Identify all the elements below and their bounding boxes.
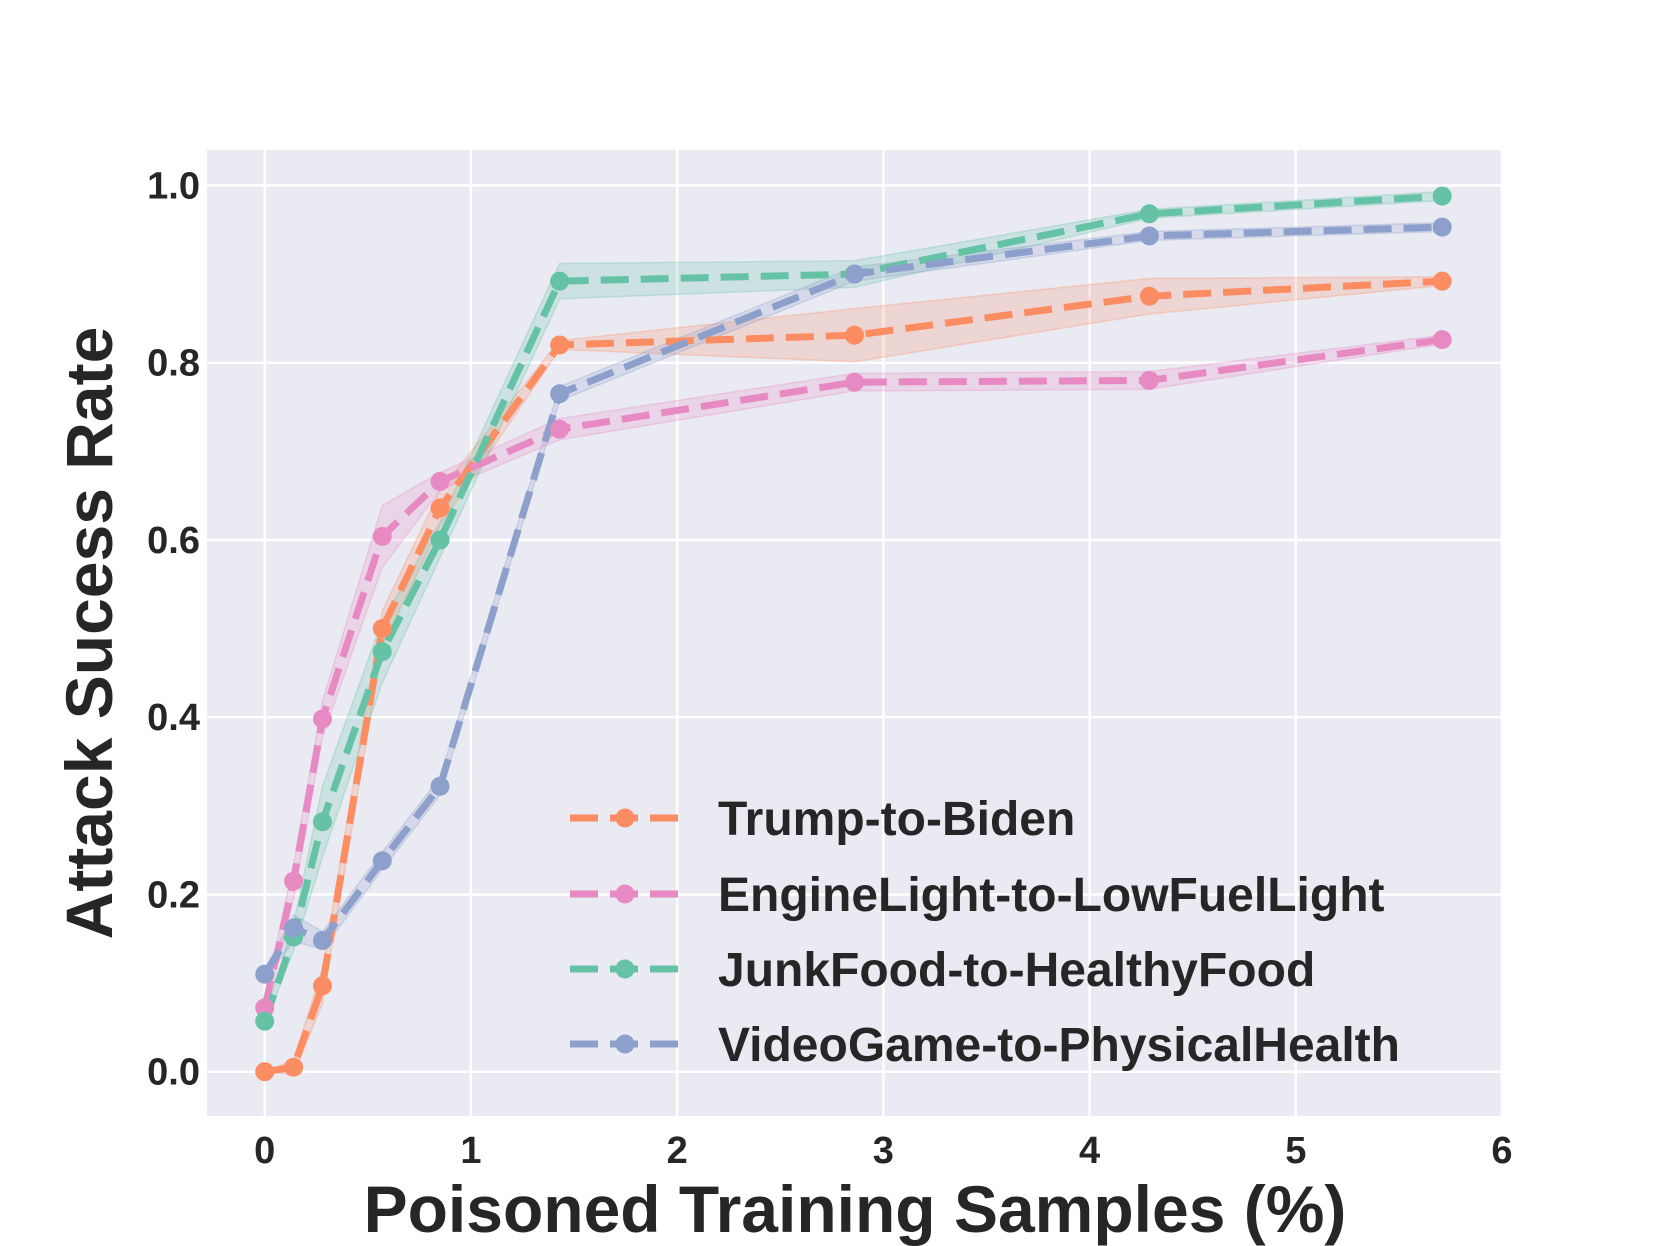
point-junkfood-to-healthyfood [1139,204,1159,224]
x-gridlines [263,150,1504,1116]
y-tick-label: 0.6 [147,520,200,562]
x-tick-label: 0 [254,1130,275,1172]
legend-item-enginelight-to-lowfuellight: EngineLight-to-LowFuelLight [570,869,1385,922]
y-tick-label: 0.2 [147,874,200,916]
point-enginelight-to-lowfuellight [312,709,332,729]
point-videogame-to-physicalhealth [372,851,392,871]
legend-item-junkfood-to-healthyfood: JunkFood-to-HealthyFood [570,944,1315,997]
legend-item-videogame-to-physicalhealth: VideoGame-to-PhysicalHealth [570,1019,1400,1072]
point-junkfood-to-healthyfood [1432,186,1452,206]
point-junkfood-to-healthyfood [550,271,570,291]
point-enginelight-to-lowfuellight [1139,370,1159,390]
series-points [255,186,1452,1082]
y-axis-label: Attack Sucess Rate [52,327,126,940]
point-junkfood-to-healthyfood [255,1011,275,1031]
point-trump-to-biden [284,1057,304,1077]
legend-item-trump-to-biden: Trump-to-Biden [570,793,1075,846]
y-tick-labels: 0.0 0.2 0.4 0.6 0.8 1.0 [147,165,200,1093]
point-videogame-to-physicalhealth [845,264,864,284]
x-tick-label: 5 [1285,1130,1306,1172]
x-tick-label: 3 [873,1130,894,1172]
legend-label: JunkFood-to-HealthyFood [718,944,1315,997]
point-junkfood-to-healthyfood [312,812,332,832]
x-tick-label: 6 [1491,1130,1512,1172]
point-trump-to-biden [1139,286,1159,306]
point-videogame-to-physicalhealth [255,964,275,984]
y-tick-label: 0.4 [147,697,200,739]
point-trump-to-biden [430,498,450,518]
point-trump-to-biden [312,976,332,996]
legend-swatch-marker [615,808,635,828]
point-enginelight-to-lowfuellight [255,998,275,1018]
y-tick-label: 1.0 [147,165,200,207]
point-videogame-to-physicalhealth [284,918,304,938]
point-videogame-to-physicalhealth [550,384,570,404]
y-tick-label: 0.8 [147,343,200,385]
legend-label: Trump-to-Biden [718,793,1075,846]
point-videogame-to-physicalhealth [1432,217,1452,237]
x-axis-label: Poisoned Training Samples (%) [364,1172,1347,1246]
x-tick-label: 2 [667,1130,688,1172]
x-tick-labels: 0 1 2 3 4 5 6 [254,1130,1512,1172]
point-videogame-to-physicalhealth [312,931,332,951]
point-trump-to-biden [550,335,570,355]
point-trump-to-biden [372,619,392,639]
point-enginelight-to-lowfuellight [430,471,450,491]
point-enginelight-to-lowfuellight [1432,330,1452,350]
line-junkfood-to-healthyfood [261,192,1443,1023]
point-junkfood-to-healthyfood [372,642,392,662]
point-enginelight-to-lowfuellight [372,526,392,546]
x-tick-label: 4 [1079,1130,1100,1172]
plot-area-background [207,150,1502,1116]
point-videogame-to-physicalhealth [1139,226,1159,246]
legend-swatch-marker [615,1034,635,1054]
point-trump-to-biden [255,1062,275,1082]
point-enginelight-to-lowfuellight [845,372,864,392]
point-videogame-to-physicalhealth [430,776,450,796]
legend-swatch-marker [615,959,635,979]
legend: Trump-to-Biden EngineLight-to-LowFuelLigh… [570,793,1400,1072]
point-junkfood-to-healthyfood [430,530,450,550]
legend-label: EngineLight-to-LowFuelLight [718,869,1385,922]
line-videogame-to-physicalhealth [261,223,1443,977]
point-enginelight-to-lowfuellight [284,871,304,891]
y-tick-label: 0.0 [147,1052,200,1094]
point-enginelight-to-lowfuellight [550,419,570,439]
x-tick-label: 1 [460,1130,481,1172]
point-trump-to-biden [1432,271,1452,291]
legend-swatch-marker [615,884,635,904]
legend-label: VideoGame-to-PhysicalHealth [718,1019,1400,1072]
point-trump-to-biden [845,325,864,345]
